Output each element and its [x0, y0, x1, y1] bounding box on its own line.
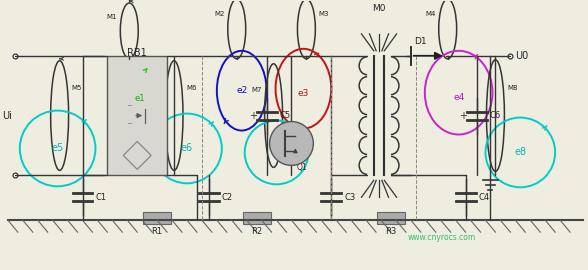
Bar [108, 56, 167, 175]
Text: R2: R2 [251, 227, 262, 236]
Text: M0: M0 [372, 5, 386, 14]
Text: e3: e3 [298, 89, 309, 98]
Text: M8: M8 [507, 85, 518, 91]
Text: +: + [459, 111, 467, 121]
Text: C2: C2 [222, 193, 233, 202]
Text: www.cnyrocs.com: www.cnyrocs.com [407, 233, 476, 242]
Text: M1: M1 [107, 14, 118, 20]
Text: M6: M6 [186, 85, 196, 91]
Text: e5: e5 [52, 143, 64, 153]
Text: ~: ~ [126, 104, 132, 110]
Text: C4: C4 [479, 193, 490, 202]
Text: C6: C6 [489, 111, 501, 120]
Text: e6: e6 [181, 143, 193, 153]
Text: M5: M5 [72, 85, 82, 91]
Text: U0: U0 [515, 51, 529, 61]
Text: e4: e4 [453, 93, 465, 102]
Text: e1: e1 [134, 94, 145, 103]
Text: M7: M7 [251, 87, 262, 93]
Text: Q1: Q1 [296, 163, 307, 173]
Text: RB1: RB1 [128, 48, 147, 58]
Text: C5: C5 [279, 111, 290, 120]
Bar [243, 212, 270, 224]
Text: e2: e2 [236, 86, 248, 95]
Bar [143, 212, 171, 224]
Text: M2: M2 [215, 11, 225, 17]
Text: e8: e8 [514, 147, 526, 157]
Text: D1: D1 [414, 37, 427, 46]
Text: C3: C3 [344, 193, 356, 202]
Text: e7: e7 [270, 147, 283, 157]
Text: M4: M4 [425, 11, 436, 17]
Text: M3: M3 [318, 11, 329, 17]
Text: +: + [249, 111, 257, 121]
Circle shape [269, 122, 313, 166]
Bar [377, 212, 405, 224]
Text: Ui: Ui [2, 111, 12, 121]
Text: C1: C1 [95, 193, 106, 202]
Text: ~: ~ [126, 122, 132, 127]
Text: R1: R1 [152, 227, 163, 236]
Text: R3: R3 [385, 227, 396, 236]
